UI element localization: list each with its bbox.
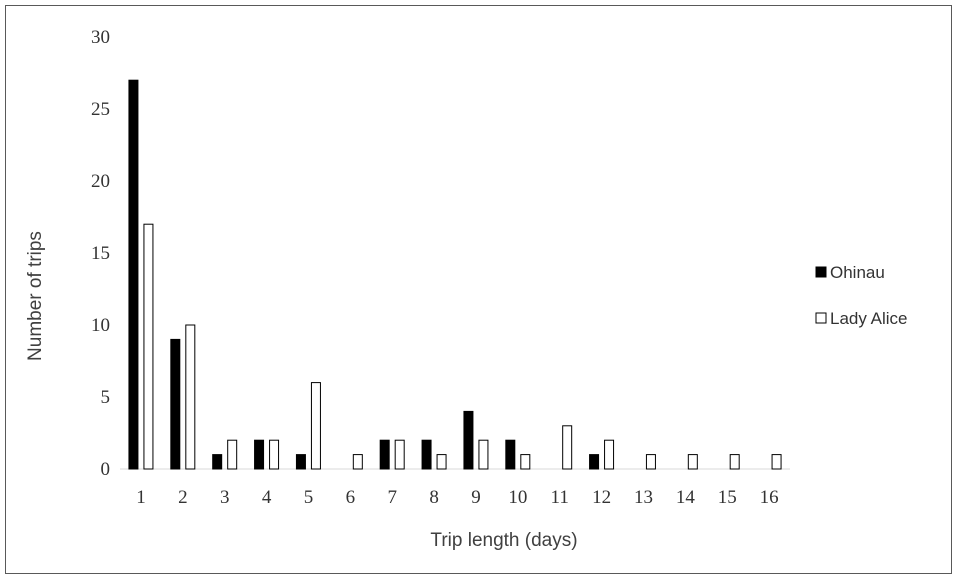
y-tick-label: 25 xyxy=(91,99,110,120)
y-tick-label: 15 xyxy=(91,243,110,264)
x-tick-label: 8 xyxy=(429,487,439,508)
x-tick-label: 10 xyxy=(508,487,527,508)
bar-lady-alice xyxy=(771,454,782,470)
x-tick-label: 7 xyxy=(387,487,397,508)
x-axis-title: Trip length (days) xyxy=(430,530,577,551)
bar-ohinau xyxy=(170,338,181,470)
x-tick-label: 14 xyxy=(676,487,696,508)
legend-label-ohinau: Ohinau xyxy=(830,263,885,282)
legend-label-lady-alice: Lady Alice xyxy=(830,309,908,328)
legend: Ohinau Lady Alice xyxy=(815,263,908,328)
y-axis-ticks: 0 5 10 15 20 25 30 xyxy=(91,27,110,480)
chart-frame xyxy=(5,5,952,574)
y-tick-label: 30 xyxy=(91,27,110,48)
x-tick-label: 4 xyxy=(262,487,272,508)
bar-lady-alice xyxy=(645,454,656,470)
y-tick-label: 20 xyxy=(91,171,110,192)
x-axis-ticks: 1 2 3 4 5 6 7 8 9 10 11 12 13 14 15 16 xyxy=(136,487,778,508)
bar-lady-alice xyxy=(687,454,698,470)
bar-lady-alice xyxy=(478,439,489,470)
bar-ohinau xyxy=(128,79,139,470)
bar-ohinau xyxy=(505,439,516,470)
y-tick-label: 10 xyxy=(91,315,110,336)
legend-swatch-ohinau xyxy=(815,266,827,278)
x-tick-label: 16 xyxy=(760,487,779,508)
x-tick-label: 3 xyxy=(220,487,230,508)
legend-swatch-lady-alice xyxy=(815,312,827,324)
bar-lady-alice xyxy=(436,454,447,470)
bar-ohinau xyxy=(589,454,600,470)
x-tick-label: 15 xyxy=(718,487,737,508)
bar-lady-alice xyxy=(562,425,573,470)
bar-ohinau xyxy=(463,410,474,470)
bar-lady-alice xyxy=(227,439,238,470)
bar-ohinau xyxy=(212,454,223,470)
bar-ohinau xyxy=(254,439,265,470)
bar-ohinau xyxy=(379,439,390,470)
bar-lady-alice xyxy=(604,439,615,470)
bar-lady-alice xyxy=(310,382,321,470)
bar-lady-alice xyxy=(269,439,280,470)
bar-lady-alice xyxy=(729,454,740,470)
bar-ohinau xyxy=(295,454,306,470)
x-tick-label: 9 xyxy=(471,487,481,508)
x-tick-label: 5 xyxy=(304,487,314,508)
y-tick-label: 0 xyxy=(101,459,111,480)
x-tick-label: 11 xyxy=(551,487,569,508)
x-tick-label: 12 xyxy=(592,487,611,508)
bar-lady-alice xyxy=(520,454,531,470)
bar-lady-alice xyxy=(143,223,154,470)
x-tick-label: 2 xyxy=(178,487,188,508)
bars-group xyxy=(128,79,782,470)
y-tick-label: 5 xyxy=(101,387,111,408)
x-tick-label: 1 xyxy=(136,487,146,508)
y-axis-title: Number of trips xyxy=(25,231,46,361)
bar-ohinau xyxy=(421,439,432,470)
bar-lady-alice xyxy=(394,439,405,470)
x-tick-label: 6 xyxy=(346,487,356,508)
x-tick-label: 13 xyxy=(634,487,653,508)
bar-lady-alice xyxy=(185,324,196,470)
bar-lady-alice xyxy=(352,454,363,470)
